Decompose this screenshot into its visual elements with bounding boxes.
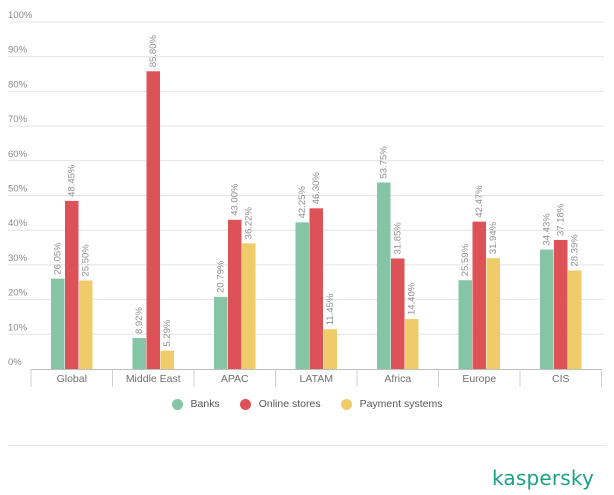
category-label: Middle East [126, 373, 181, 385]
bar-payment-systems [323, 329, 337, 369]
y-tick-label: 70% [8, 114, 28, 125]
bar-banks [295, 222, 309, 369]
bar-banks [214, 296, 228, 369]
bar-banks [377, 182, 391, 369]
data-label: 42.25% [297, 186, 308, 219]
y-tick-label: 90% [8, 45, 28, 56]
legend: Banks Online stores Payment systems [0, 398, 614, 410]
legend-label-banks: Banks [190, 398, 220, 410]
category-label: Africa [384, 373, 411, 385]
bar-online-stores [472, 221, 486, 369]
category-label: Global [57, 373, 87, 385]
y-tick-label: 20% [8, 288, 28, 299]
data-label: 25.50% [81, 244, 92, 277]
bar-banks [540, 249, 554, 369]
data-label: 53.75% [379, 146, 390, 179]
y-tick-label: 30% [8, 253, 28, 264]
bar-online-stores [146, 71, 160, 370]
data-label: 46.30% [311, 172, 322, 205]
category-label: Europe [462, 373, 496, 385]
legend-swatch-payment-systems [340, 398, 352, 410]
data-label: 43.00% [230, 183, 241, 216]
data-label: 34.43% [542, 213, 553, 246]
bar-banks [51, 278, 65, 369]
data-label: 37.18% [556, 203, 567, 236]
y-tick-label: 50% [8, 184, 28, 195]
bar-payment-systems [79, 280, 93, 369]
legend-swatch-banks [171, 398, 183, 410]
bar-payment-systems [486, 258, 500, 369]
bar-online-stores [554, 239, 568, 369]
legend-label-payment-systems: Payment systems [359, 398, 443, 410]
legend-item-payment-systems[interactable]: Payment systems [340, 398, 443, 410]
data-label: 8.92% [134, 307, 145, 334]
bar-online-stores [65, 200, 79, 369]
y-tick-label: 100% [8, 10, 33, 21]
data-label: 85.80% [148, 35, 159, 68]
bar-chart: 0% 10% 20% 30% 40% 50% 60% 70% 80% 90% 100% 26.05% 4… [8, 10, 604, 387]
data-label: 31.85% [393, 222, 404, 255]
data-label: 48.45% [67, 164, 78, 197]
bar-online-stores [391, 258, 405, 369]
y-tick-label: 80% [8, 79, 28, 90]
y-tick-label: 60% [8, 149, 28, 160]
bar-payment-systems [160, 350, 174, 369]
y-tick-label: 40% [8, 218, 28, 229]
data-label: 25.59% [460, 243, 471, 276]
data-label: 36.22% [244, 207, 255, 240]
bar-banks [132, 338, 146, 369]
category-label: LATAM [300, 373, 333, 385]
bar-payment-systems [568, 270, 582, 369]
legend-swatch-online-stores [239, 398, 251, 410]
data-label: 31.94% [488, 221, 499, 254]
data-label: 26.05% [53, 242, 64, 275]
data-label: 14.40% [407, 282, 418, 315]
data-label: 42.47% [474, 185, 485, 218]
data-label: 28.39% [570, 234, 581, 267]
legend-item-banks[interactable]: Banks [171, 398, 220, 410]
bar-online-stores [228, 219, 242, 369]
category-label: APAC [221, 373, 249, 385]
footer-divider [8, 445, 606, 446]
data-label: 11.45% [325, 293, 336, 325]
bar-payment-systems [405, 319, 419, 369]
kaspersky-logo: kaspersky [491, 466, 594, 490]
data-label: 5.29% [162, 319, 173, 346]
legend-item-online-stores[interactable]: Online stores [239, 398, 321, 410]
bar-online-stores [309, 208, 323, 369]
legend-label-online-stores: Online stores [258, 398, 321, 410]
bar-banks [458, 280, 472, 369]
bar-payment-systems [242, 243, 256, 369]
category-label: CIS [552, 373, 570, 385]
y-tick-label: 10% [8, 322, 28, 333]
data-label: 20.79% [216, 260, 227, 293]
y-tick-label: 0% [8, 357, 22, 368]
